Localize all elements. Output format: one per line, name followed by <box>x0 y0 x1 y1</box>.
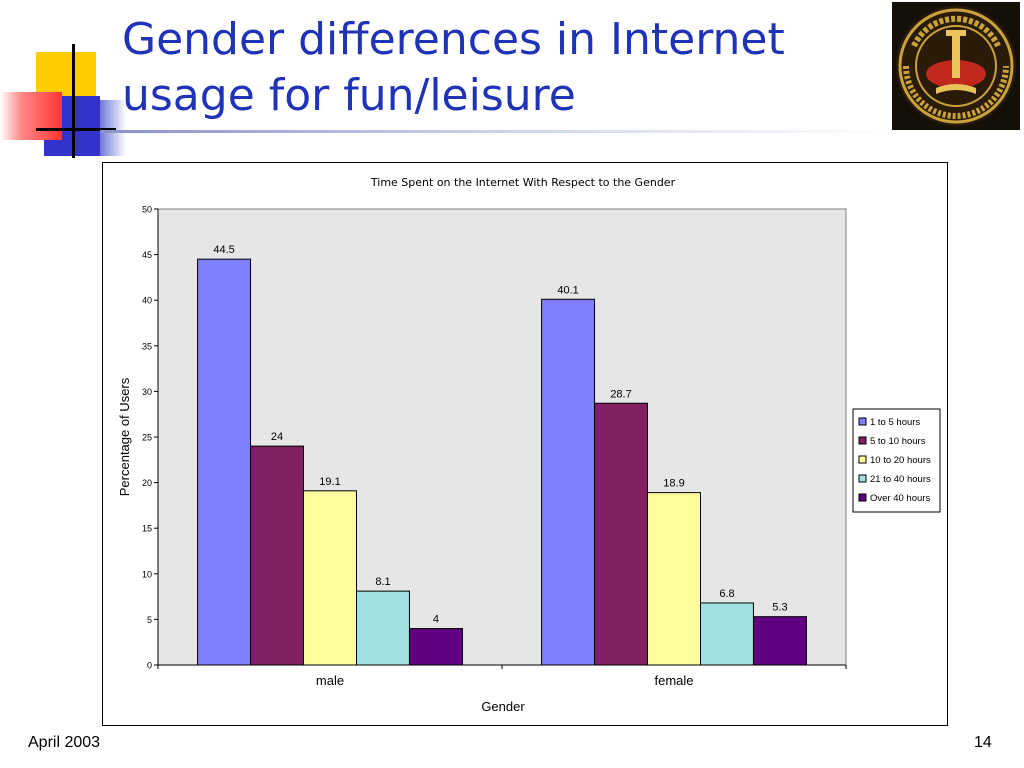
bar-chart: Time Spent on the Internet With Respect … <box>117 176 941 714</box>
legend-entry: 5 to 10 hours <box>870 436 926 447</box>
bar-value-label: 6.8 <box>719 588 734 600</box>
legend-entry: 10 to 20 hours <box>870 455 931 466</box>
deco-vertical-line <box>72 44 75 158</box>
bar-over-40-hours-female <box>752 616 807 666</box>
slide-title: Gender differences in Internet usage for… <box>122 14 785 121</box>
legend-swatch <box>858 474 867 483</box>
y-tick-label: 20 <box>142 478 152 488</box>
x-axis-label: Gender <box>481 699 525 714</box>
x-axis: male female <box>157 664 847 688</box>
legend-entry: 1 to 5 hours <box>870 417 920 428</box>
footer-date: April 2003 <box>28 734 101 751</box>
page-number: 14 <box>974 734 992 751</box>
legend-box <box>852 408 941 513</box>
y-tick-label: 25 <box>142 433 152 443</box>
bar-value-label: 5.3 <box>772 602 787 614</box>
university-logo <box>892 2 1020 130</box>
bar-10-to-20-hours-male <box>303 490 357 666</box>
deco-red-square <box>0 92 62 140</box>
legend-entry: 21 to 40 hours <box>870 474 931 485</box>
bar-5-to-10-hours-male <box>250 445 305 666</box>
legend-entry: Over 40 hours <box>870 493 930 504</box>
bar-value-label: 19.1 <box>319 476 340 488</box>
y-tick-label: 40 <box>142 296 152 306</box>
bar-10-to-20-hours-female <box>647 492 701 666</box>
y-tick-label: 50 <box>142 205 152 215</box>
legend-swatch <box>858 436 867 445</box>
x-category-label: male <box>316 673 344 688</box>
bar-value-label: 8.1 <box>375 576 390 588</box>
bar-value-labels: 44.5 40.1 24 28.7 19.1 18.9 8.1 6.8 4 5.3 <box>213 244 787 625</box>
legend: 1 to 5 hours 5 to 10 hours 10 to 20 hours 2… <box>852 408 941 513</box>
bar-1-to-5-hours-male <box>197 258 252 666</box>
bar-value-label: 24 <box>271 431 283 443</box>
bar-21-to-40-hours-female <box>699 602 754 666</box>
deco-horizontal-line <box>36 128 116 131</box>
y-tick-label: 0 <box>147 661 152 671</box>
legend-swatch <box>858 417 867 426</box>
x-category-label: female <box>654 673 693 688</box>
bar-5-to-10-hours-female <box>594 402 649 666</box>
y-tick-label: 45 <box>142 250 152 260</box>
bar-21-to-40-hours-male <box>355 590 410 666</box>
chart-title: Time Spent on the Internet With Respect … <box>370 176 676 189</box>
bar-value-label: 28.7 <box>610 388 631 400</box>
legend-swatch <box>858 455 867 464</box>
y-tick-label: 10 <box>142 569 152 579</box>
y-axis: 0 5 10 15 20 25 30 35 40 45 50 <box>142 205 159 671</box>
bar-value-label: 4 <box>433 614 439 626</box>
bar-over-40-hours-male <box>408 628 463 666</box>
bar-value-label: 40.1 <box>557 284 578 296</box>
y-axis-label: Percentage of Users <box>117 377 132 496</box>
bar-value-label: 18.9 <box>663 478 684 490</box>
chart-frame: Time Spent on the Internet With Respect … <box>102 162 948 726</box>
y-tick-label: 35 <box>142 341 152 351</box>
title-underline <box>100 130 890 133</box>
y-tick-label: 30 <box>142 387 152 397</box>
y-tick-label: 5 <box>147 615 152 625</box>
bar-value-label: 44.5 <box>213 244 234 256</box>
y-tick-label: 15 <box>142 524 152 534</box>
legend-swatch <box>858 493 867 502</box>
bar-1-to-5-hours-female <box>541 298 596 666</box>
